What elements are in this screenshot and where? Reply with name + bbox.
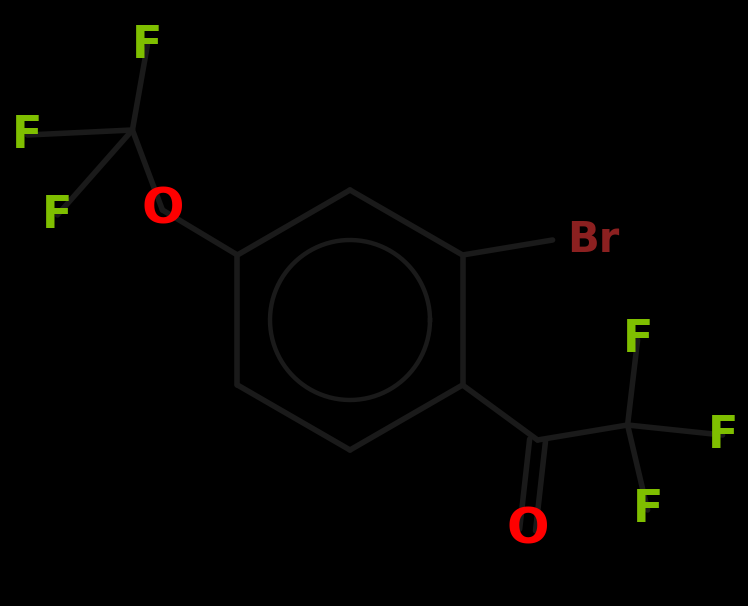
- Text: F: F: [132, 24, 162, 67]
- Text: O: O: [506, 506, 549, 554]
- Text: F: F: [42, 193, 73, 236]
- Text: F: F: [632, 488, 663, 531]
- Text: F: F: [708, 413, 738, 456]
- Text: F: F: [622, 319, 653, 362]
- Text: Br: Br: [568, 219, 620, 261]
- Text: F: F: [12, 113, 43, 156]
- Text: O: O: [141, 186, 184, 234]
